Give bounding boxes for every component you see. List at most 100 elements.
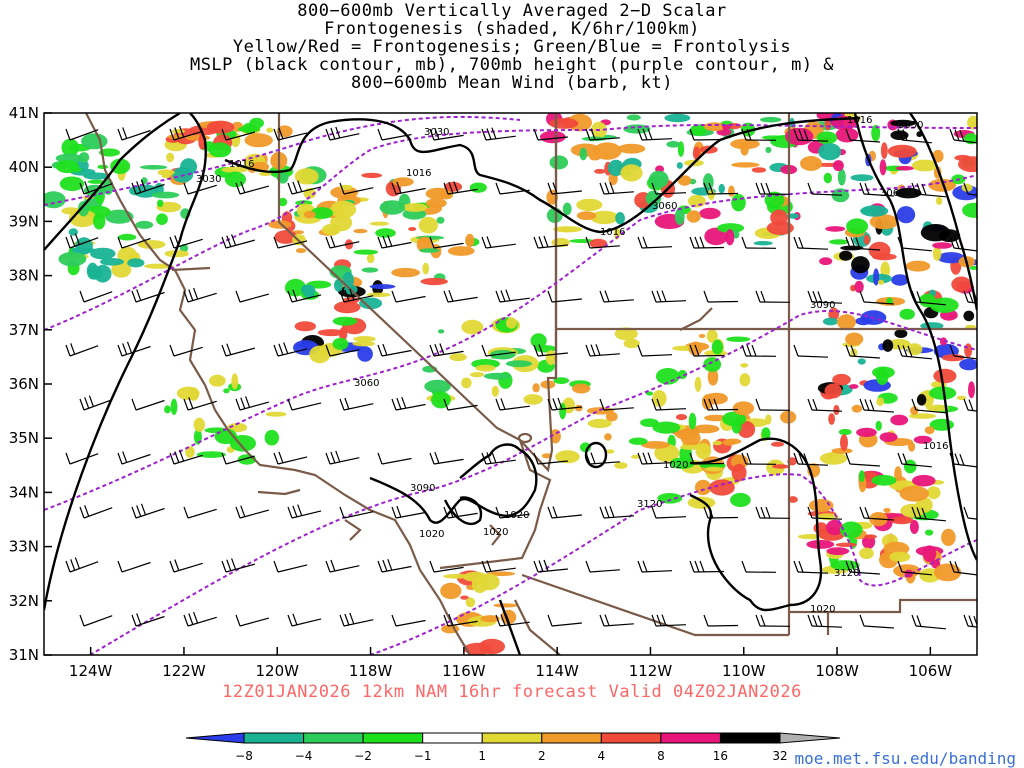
lon-tick-label: 120W (256, 662, 300, 680)
wind-barb (339, 612, 374, 627)
shading-patch (818, 143, 842, 161)
wind-barb (391, 181, 426, 195)
wind-barb (897, 344, 932, 360)
shading-patch (469, 182, 487, 193)
shading-patch (859, 547, 874, 559)
shading-patch (196, 451, 226, 458)
shading-patch (920, 322, 944, 330)
shading-patch (951, 276, 972, 293)
lat-tick-label: 40N (9, 158, 39, 176)
wind-barbs (65, 125, 977, 630)
wind-barb (495, 613, 530, 627)
wind-barb (65, 128, 99, 141)
wind-barb (273, 342, 308, 357)
colorbar-label: −8 (235, 749, 253, 763)
california-coastline (85, 113, 422, 571)
shading-patch (863, 234, 870, 245)
height-label-6: 3060 (354, 378, 379, 389)
shading-patch (646, 391, 653, 396)
lon-tick-label: 124W (69, 662, 113, 680)
shading-patch (826, 547, 850, 555)
shading-patch (890, 119, 916, 127)
shading-patch (170, 398, 178, 415)
shading-patch (669, 457, 695, 470)
shading-patch (523, 394, 543, 405)
wind-barb (377, 234, 412, 249)
wind-barb (79, 395, 113, 411)
shading-patch (295, 248, 307, 254)
shading-patch (918, 293, 936, 308)
wind-barb (637, 452, 673, 465)
shading-patch (826, 454, 835, 461)
shading-patch (576, 198, 603, 212)
shading-patch (895, 166, 915, 171)
shading-patch (87, 265, 103, 280)
mslp-label-7: 1020 (419, 529, 444, 540)
shading-patch (913, 435, 933, 444)
wind-barb (117, 560, 151, 573)
shading-patch (471, 576, 488, 593)
shading-patch (912, 474, 936, 487)
shading-patch (837, 314, 856, 330)
wind-barb (845, 452, 880, 467)
wind-barb (273, 236, 308, 249)
shading-patch (268, 220, 292, 229)
shading-patch (826, 519, 844, 536)
wind-barb (533, 128, 568, 141)
wind-barb (391, 505, 426, 519)
lat-tick-label: 35N (9, 429, 39, 447)
shading-patch (835, 127, 859, 143)
shading-patch (284, 278, 307, 297)
wind-barb (963, 182, 977, 196)
wind-barb (273, 451, 308, 465)
shading-patch (707, 189, 715, 201)
shading-patch (894, 466, 902, 483)
wind-barb (599, 398, 634, 411)
shading-patch (78, 201, 89, 217)
shading-patch (425, 198, 447, 209)
wind-barb (377, 558, 412, 573)
credit-link[interactable]: moe.met.fsu.edu/banding (794, 749, 1016, 768)
mslp-label-3: 1016 (600, 227, 625, 238)
wind-barb (807, 506, 843, 520)
shading-patch (687, 496, 716, 509)
height-label-1: 3030 (196, 174, 221, 185)
lon-tick-label: 106W (909, 662, 953, 680)
shading-patch (954, 154, 971, 161)
shading-patch (605, 411, 618, 422)
wind-barb (481, 236, 516, 249)
shading-patch (56, 160, 79, 174)
shading-patch (941, 354, 965, 362)
wind-barb (117, 451, 151, 465)
shading-patch (657, 493, 683, 504)
wind-barb (79, 290, 113, 303)
wind-barb (183, 397, 217, 411)
shading-patch (572, 383, 591, 394)
shading-patch (725, 229, 735, 246)
mslp-label-4: 1016 (847, 115, 872, 126)
shading-patch (549, 155, 569, 170)
title-line-5: 800−600mb Mean Wind (barb, kt) (350, 73, 674, 93)
wind-barb (287, 504, 322, 519)
wind-barb (183, 611, 217, 627)
shading-patch (317, 329, 345, 337)
shading-patch (483, 372, 512, 380)
shading-patch (823, 172, 832, 184)
shading-patch (808, 499, 834, 512)
shading-patch (857, 358, 866, 365)
shading-patch (831, 447, 853, 454)
shading-patch (375, 228, 396, 238)
shading-patch (822, 317, 839, 326)
shading-patch (829, 239, 849, 245)
shading-patch (223, 388, 230, 394)
wind-barb (377, 128, 412, 141)
wind-barb (807, 398, 843, 412)
wind-barb (911, 182, 946, 198)
wind-barb (221, 234, 256, 249)
wind-barb (911, 290, 946, 306)
shading-patch (110, 158, 131, 174)
lat-tick-label: 38N (9, 267, 39, 285)
shading-patch (787, 496, 798, 503)
wind-barb (949, 452, 977, 468)
